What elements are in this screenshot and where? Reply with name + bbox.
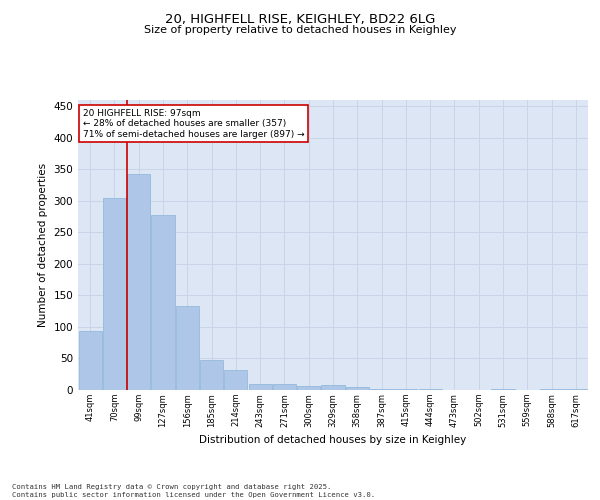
Text: 20, HIGHFELL RISE, KEIGHLEY, BD22 6LG: 20, HIGHFELL RISE, KEIGHLEY, BD22 6LG — [165, 12, 435, 26]
Bar — [79, 332, 101, 390]
Bar — [224, 370, 247, 390]
Y-axis label: Number of detached properties: Number of detached properties — [38, 163, 48, 327]
Text: 20 HIGHFELL RISE: 97sqm
← 28% of detached houses are smaller (357)
71% of semi-d: 20 HIGHFELL RISE: 97sqm ← 28% of detache… — [83, 108, 305, 138]
Bar — [151, 214, 175, 390]
Bar — [346, 388, 369, 390]
Bar — [273, 384, 296, 390]
Bar — [322, 385, 344, 390]
Bar — [103, 198, 126, 390]
X-axis label: Distribution of detached houses by size in Keighley: Distribution of detached houses by size … — [199, 435, 467, 445]
Bar — [297, 386, 320, 390]
Bar — [248, 384, 272, 390]
Bar — [565, 388, 587, 390]
Bar — [200, 360, 223, 390]
Bar — [394, 388, 418, 390]
Text: Contains HM Land Registry data © Crown copyright and database right 2025.
Contai: Contains HM Land Registry data © Crown c… — [12, 484, 375, 498]
Text: Size of property relative to detached houses in Keighley: Size of property relative to detached ho… — [144, 25, 456, 35]
Bar — [127, 174, 150, 390]
Bar — [176, 306, 199, 390]
